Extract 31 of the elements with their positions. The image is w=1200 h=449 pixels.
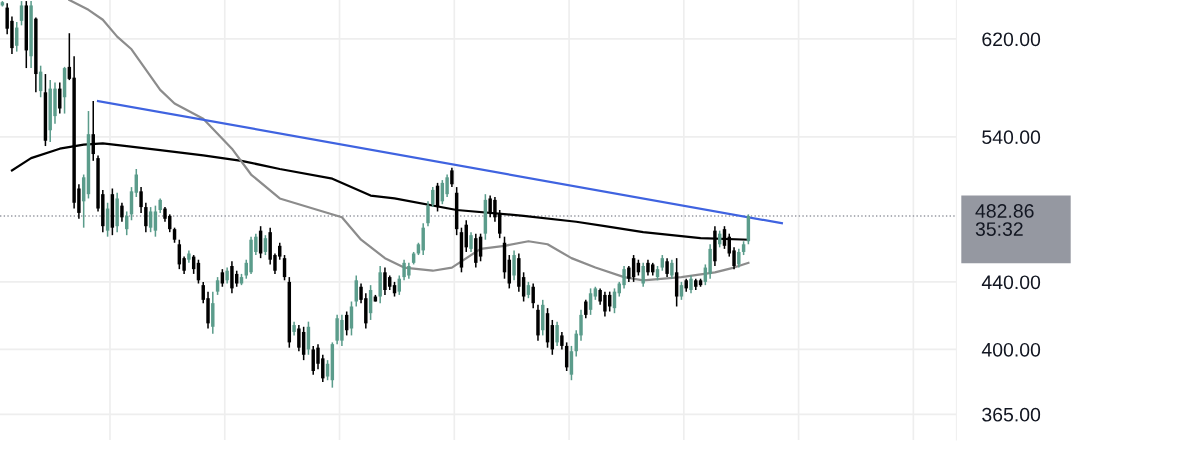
candlestick xyxy=(230,260,234,295)
candlestick xyxy=(641,262,645,288)
candlestick xyxy=(555,320,559,347)
candlestick xyxy=(584,299,588,320)
y-tick-label: 365.00 xyxy=(982,407,1041,422)
candlestick xyxy=(512,249,516,282)
candlestick xyxy=(426,200,430,227)
candlestick xyxy=(139,186,143,214)
candlestick xyxy=(531,282,535,309)
candlestick xyxy=(665,257,669,278)
y-tick-label: 440.00 xyxy=(981,275,1041,290)
candlestick xyxy=(19,0,24,27)
candlestick xyxy=(737,248,741,269)
candlestick xyxy=(421,222,425,256)
candlestick xyxy=(354,274,358,308)
candlestick xyxy=(120,201,124,223)
candlestick xyxy=(148,206,153,233)
candlestick xyxy=(211,290,215,335)
ref-line-label: 482.86 35:32 xyxy=(975,204,1034,236)
candlestick xyxy=(622,265,626,290)
candlestick xyxy=(469,231,473,253)
candlestick xyxy=(445,173,449,198)
candlestick xyxy=(383,266,387,296)
candlestick xyxy=(153,204,158,238)
y-tick-label: 400.00 xyxy=(981,342,1041,357)
candlestick xyxy=(670,258,674,280)
candlestick xyxy=(297,324,301,352)
y-tick-label: 620.00 xyxy=(982,32,1041,47)
y-tick-label: 540.00 xyxy=(982,130,1041,145)
candlestick xyxy=(144,201,148,233)
candlestick xyxy=(450,166,454,188)
